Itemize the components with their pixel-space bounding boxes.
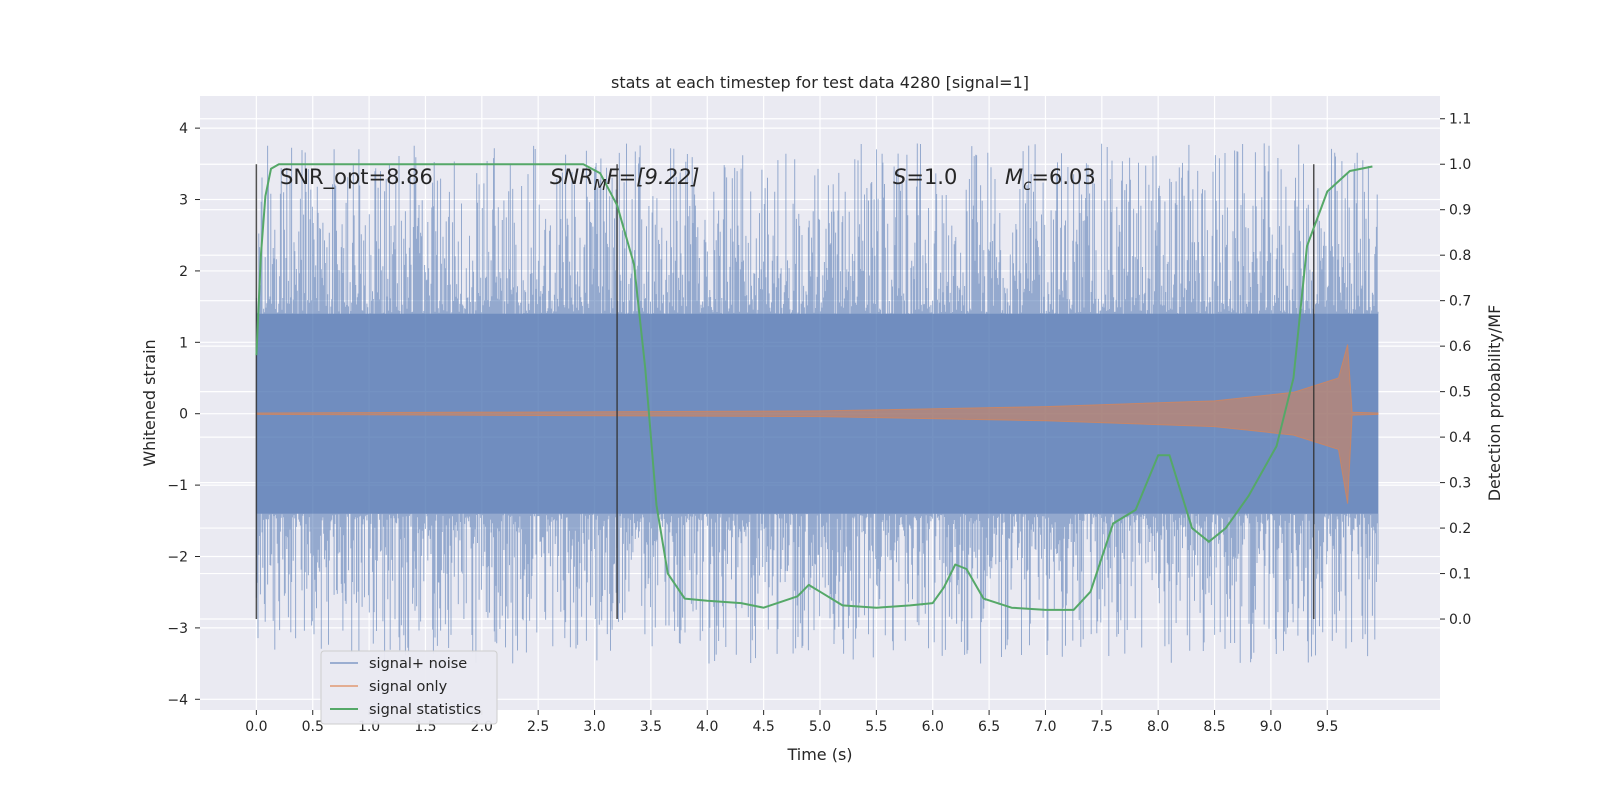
right-y-tick-label: 0.7 — [1449, 294, 1471, 310]
left-y-tick-label: 0 — [179, 407, 188, 423]
x-tick-label: 9.5 — [1316, 719, 1338, 735]
annotation-snr-mf: SNRMF=[9.22] — [550, 165, 699, 194]
annotation-s: S=1.0 — [893, 165, 957, 189]
right-y-tick-label: 0.8 — [1449, 248, 1471, 264]
right-y-axis-ticks: 1.1 1.0 0.9 0.8 0.7 0.6 0.5 0.4 0.3 0.2 0.1 0.0 — [1440, 112, 1471, 628]
x-tick-label: 4.5 — [753, 719, 775, 735]
x-tick-label: 8.5 — [1203, 719, 1225, 735]
chart-title: stats at each timestep for test data 428… — [611, 73, 1029, 92]
legend-label-signal-statistics: signal statistics — [369, 702, 481, 718]
legend-label-signal-only: signal only — [369, 679, 448, 695]
legend-box — [320, 650, 498, 725]
right-y-tick-label: 0.6 — [1449, 339, 1471, 355]
left-y-axis-label: Whitened strain — [140, 339, 159, 466]
series-signal-statistics — [255, 163, 1373, 611]
right-y-tick-label: 0.4 — [1449, 430, 1471, 446]
left-y-tick-label: 4 — [179, 121, 188, 137]
x-tick-label: 5.0 — [809, 719, 831, 735]
left-y-tick-label: 2 — [179, 264, 188, 280]
left-y-tick-label: 3 — [179, 193, 188, 209]
legend: signal+ noise signal only signal statist… — [320, 650, 498, 725]
x-tick-label: 7.5 — [1091, 719, 1113, 735]
x-tick-label: 2.5 — [527, 719, 549, 735]
x-tick-label: 5.5 — [865, 719, 887, 735]
x-axis-ticks: 0.0 0.5 1.0 1.5 2.0 2.5 3.0 3.5 4.0 4.5 5.0 5.5 6.0 6… — [245, 710, 1338, 735]
left-y-tick-label: 1 — [179, 335, 188, 351]
annotation-mc: Mc=6.03 — [1005, 165, 1096, 194]
left-y-tick-label: −1 — [167, 478, 188, 494]
left-y-tick-label: −2 — [167, 550, 188, 566]
left-y-axis-ticks: 4 3 2 1 0 −1 −2 −3 −4 — [167, 121, 200, 708]
x-tick-label: 0.0 — [245, 719, 267, 735]
right-y-tick-label: 0.3 — [1449, 476, 1471, 492]
right-y-axis-label: Detection probability/MF — [1485, 305, 1504, 502]
x-tick-label: 3.0 — [583, 719, 605, 735]
x-tick-label: 4.0 — [696, 719, 718, 735]
legend-label-signal-noise: signal+ noise — [369, 656, 467, 672]
right-y-tick-label: 0.1 — [1449, 567, 1471, 583]
right-y-tick-label: 0.5 — [1449, 385, 1471, 401]
right-y-tick-label: 1.1 — [1449, 112, 1471, 128]
right-y-tick-label: 0.2 — [1449, 521, 1471, 537]
annotation-snr-opt: SNR_opt=8.86 — [280, 165, 433, 190]
x-tick-label: 0.5 — [302, 719, 324, 735]
vertical-markers — [255, 164, 1315, 620]
right-y-tick-label: 0.9 — [1449, 203, 1471, 219]
statistics-line — [255, 163, 1373, 611]
x-axis-label: Time (s) — [786, 745, 852, 764]
right-y-tick-label: 0.0 — [1449, 612, 1471, 628]
left-y-tick-label: −4 — [167, 692, 188, 708]
x-tick-label: 3.5 — [640, 719, 662, 735]
left-y-tick-label: −3 — [167, 621, 188, 637]
x-tick-label: 8.0 — [1147, 719, 1169, 735]
x-tick-label: 6.5 — [978, 719, 1000, 735]
x-tick-label: 6.0 — [922, 719, 944, 735]
right-y-tick-label: 1.0 — [1449, 157, 1471, 173]
series-signal-only — [255, 344, 1379, 504]
signal-envelope — [255, 344, 1379, 504]
x-tick-label: 7.0 — [1034, 719, 1056, 735]
x-tick-label: 9.0 — [1260, 719, 1282, 735]
